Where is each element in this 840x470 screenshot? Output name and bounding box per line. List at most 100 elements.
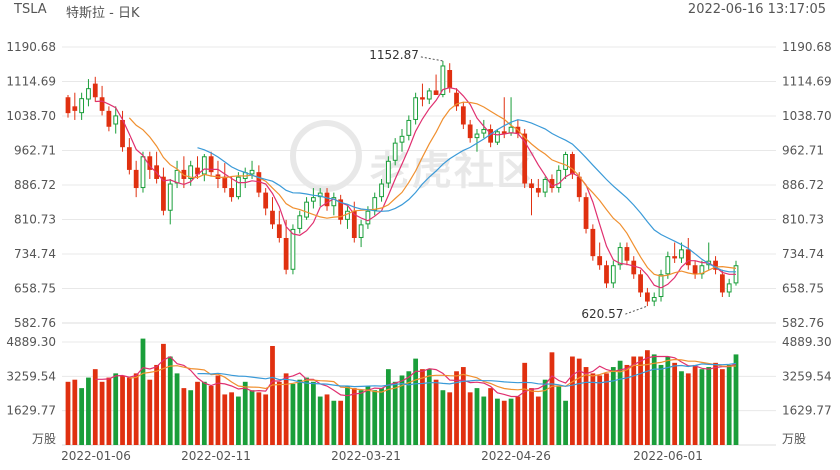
candle-body <box>597 256 603 266</box>
candle-body <box>399 135 405 143</box>
price-axis-left: 1190.68 1114.69 1038.70 962.71 886.72 810.73 7… <box>6 40 56 330</box>
candle-body <box>304 201 309 218</box>
candle-body <box>365 210 371 225</box>
volume-bar <box>263 394 269 445</box>
volume-bar <box>583 367 589 445</box>
candle-body <box>713 260 718 270</box>
volume-bar <box>188 390 194 445</box>
volume-bar <box>726 364 732 445</box>
volume-bar <box>215 375 221 445</box>
volume-bar <box>474 388 480 445</box>
candle-body <box>624 247 630 261</box>
volume-bar <box>440 390 446 445</box>
volume-bar <box>665 356 671 445</box>
candle-body <box>133 169 139 189</box>
volume-bar <box>181 388 187 445</box>
candle-body <box>385 160 391 184</box>
candle-body <box>113 115 119 125</box>
candle-body <box>161 176 166 211</box>
price-tick-label: 582.76 <box>14 316 56 330</box>
volume-tick-label: 1629.77 <box>782 404 832 418</box>
volume-bar <box>692 364 698 445</box>
candle-body <box>297 215 303 229</box>
candles <box>65 60 739 307</box>
price-tick-label: 810.73 <box>14 213 56 227</box>
volume-bar <box>92 369 98 445</box>
volume-bar <box>167 356 173 445</box>
candle-body <box>229 188 234 198</box>
price-tick-label: 734.74 <box>782 247 824 261</box>
candle-body <box>563 154 568 170</box>
candle-body <box>92 83 98 98</box>
volume-bar <box>236 396 241 445</box>
candle-body <box>542 178 548 193</box>
candle-body <box>372 197 378 211</box>
chart-title: 特斯拉 - 日K <box>66 6 140 21</box>
volume-bar <box>385 369 391 445</box>
volume-bar <box>638 356 643 445</box>
price-tick-label: 962.71 <box>782 144 824 158</box>
candle-body <box>726 283 732 293</box>
volume-tick-label: 4889.30 <box>782 335 832 349</box>
volume-bar <box>685 373 691 445</box>
volume-bar <box>420 369 425 445</box>
volume-bar <box>297 379 303 445</box>
price-tick-label: 810.73 <box>782 213 824 227</box>
volume-bar <box>365 386 371 445</box>
volume-bar <box>651 354 657 445</box>
volume-bar <box>699 369 705 445</box>
volume-bar <box>154 364 159 445</box>
price-tick-label: 1038.70 <box>6 109 56 123</box>
candle-body <box>529 183 534 189</box>
volume-bar <box>481 396 487 445</box>
price-tick-label: 734.74 <box>14 247 56 261</box>
candle-body <box>290 228 296 270</box>
volume-bar <box>276 381 282 445</box>
volume-bar <box>86 377 91 445</box>
price-tick-label: 658.75 <box>14 282 56 296</box>
volume-bar <box>556 386 562 445</box>
volume-bar <box>467 392 473 445</box>
candle-body <box>181 169 187 179</box>
candle-body <box>454 92 459 107</box>
volume-bar <box>338 400 344 445</box>
candle-body <box>140 156 146 189</box>
volume-ma10-line <box>129 358 737 393</box>
candle-body <box>665 256 671 275</box>
candle-body <box>236 176 241 198</box>
volume-bar <box>99 381 105 445</box>
candle-body <box>604 265 609 284</box>
volume-bar <box>604 373 609 445</box>
candle-body <box>358 224 364 238</box>
volume-bar <box>522 362 528 445</box>
candle-body <box>719 274 725 293</box>
volume-bar <box>535 396 541 445</box>
candle-body <box>276 224 282 238</box>
price-tick-label: 582.76 <box>782 316 824 330</box>
volume-bar <box>713 362 718 445</box>
candle-body <box>570 154 575 175</box>
candle-body <box>556 169 562 189</box>
volume-bar <box>324 394 330 445</box>
candle-body <box>658 274 664 298</box>
high-annotation-line <box>420 56 443 62</box>
candle-body <box>249 169 255 175</box>
volume-bar <box>542 379 548 445</box>
volume-bar <box>249 390 255 445</box>
volume-bar <box>413 358 419 445</box>
volume-bar <box>447 392 453 445</box>
candle-body <box>481 129 487 134</box>
candle-body <box>501 131 507 134</box>
candle-body <box>535 188 541 193</box>
volume-tick-label: 4889.30 <box>6 335 56 349</box>
candle-body <box>583 197 589 229</box>
candle-body <box>263 192 269 209</box>
candle-body <box>311 197 316 202</box>
volume-bar <box>658 364 664 445</box>
price-tick-label: 1114.69 <box>782 75 832 89</box>
candle-body <box>167 183 173 211</box>
candle-body <box>379 183 384 198</box>
volume-bar <box>549 352 555 445</box>
